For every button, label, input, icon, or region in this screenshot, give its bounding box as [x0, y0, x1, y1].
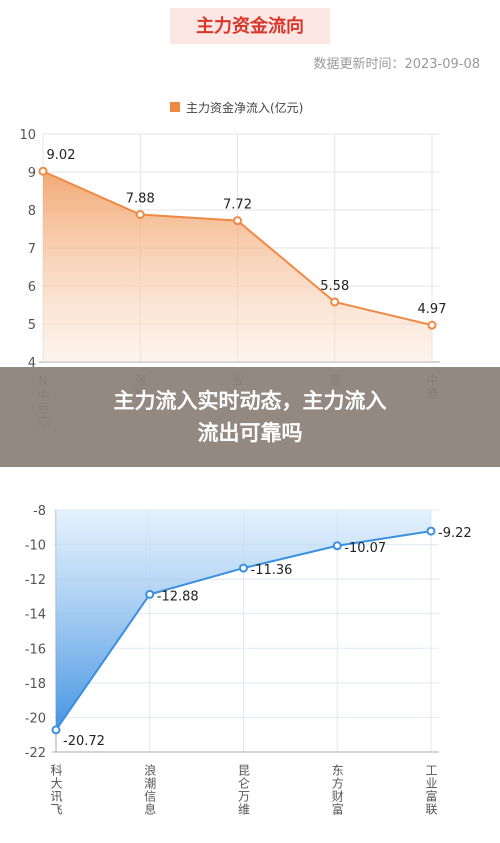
area	[56, 510, 431, 730]
y-tick-label: -20	[25, 711, 46, 726]
banner-bg	[0, 367, 500, 467]
y-tick-label: 10	[19, 128, 36, 143]
point	[38, 166, 48, 176]
y-tick-label: -12	[25, 573, 46, 588]
point	[239, 563, 248, 573]
point	[332, 541, 342, 551]
y-tick-label: 8	[28, 204, 36, 219]
x-tick-label: 工业富联	[424, 764, 438, 816]
y-tick-label: -22	[25, 746, 46, 761]
point	[233, 216, 242, 226]
y-tick-label: -10	[25, 539, 46, 554]
y-tick-label: -8	[33, 504, 46, 519]
x-tick-label: 科大讯飞	[49, 764, 63, 816]
point	[51, 725, 61, 735]
point	[135, 210, 145, 220]
point	[426, 526, 436, 536]
subtitle: 数据更新时间：2023-09-08	[313, 56, 480, 72]
value-label: -20.72	[63, 734, 105, 749]
x-tick-label: 浪潮信息	[143, 763, 157, 816]
y-tick-label: 6	[28, 280, 36, 295]
x-tick-label: 昆仑万维	[237, 764, 251, 816]
banner-text: 主力流入实时动态，主力流入流出可靠吗	[114, 389, 387, 445]
y-tick-label: 9	[28, 166, 36, 181]
value-label: 5.58	[320, 279, 349, 294]
y-tick-label: 5	[28, 318, 36, 333]
point	[330, 297, 340, 307]
y-tick-label: -14	[25, 608, 46, 623]
y-tick-label: -18	[25, 677, 46, 692]
y-tick-label: 4	[28, 356, 36, 371]
title-box	[170, 8, 330, 44]
value-label: -12.88	[157, 589, 199, 604]
y-tick-label: 7	[28, 242, 36, 257]
value-label: -10.07	[344, 541, 386, 556]
point	[145, 589, 155, 599]
value-label: 7.88	[126, 192, 155, 207]
value-label: 4.97	[418, 302, 447, 317]
x-tick-label: 东方财富	[330, 764, 344, 816]
banner: 主力流入实时动态，主力流入流出可靠吗	[0, 367, 500, 467]
value-label: -9.22	[438, 526, 472, 541]
y-tick-label: -16	[25, 642, 46, 657]
legend-swatch	[170, 102, 180, 112]
point	[427, 320, 437, 330]
chart-title: 主力资金流向	[196, 15, 304, 37]
value-label: 9.02	[47, 148, 76, 163]
value-label: 7.72	[223, 198, 252, 213]
legend-label: 主力资金净流入(亿元)	[186, 100, 303, 115]
value-label: -11.36	[251, 563, 293, 578]
